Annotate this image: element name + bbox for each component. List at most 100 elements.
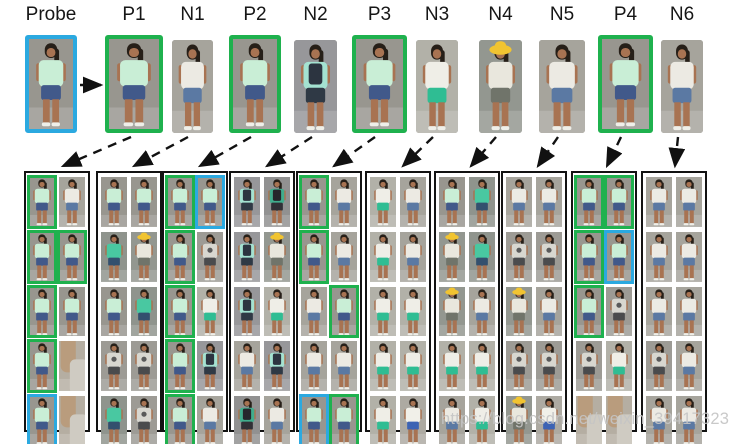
person-photo [400,177,426,227]
person-photo [506,286,532,337]
person-photo [234,396,260,444]
rank-cell [57,229,87,284]
person-photo [264,177,290,227]
person-photo [101,396,127,444]
gallery-label-p4: P4 [613,4,638,25]
person-photo [197,341,223,392]
person-photo [646,396,672,444]
person-photo [29,39,73,129]
ranked-list-p2 [162,171,228,444]
person-photo [469,286,495,337]
rank-cell [131,286,157,337]
person-photo [109,39,159,129]
person-photo [676,396,702,444]
person-photo [370,396,396,444]
person-photo [131,177,157,227]
rank-cell [131,231,157,282]
person-photo [234,231,260,282]
gallery-image-n5 [539,40,585,133]
gallery-image-p2 [229,35,281,133]
rank-cell [195,175,225,229]
rank-cell [101,177,127,227]
person-photo [416,40,458,133]
person-photo [646,177,672,227]
person-photo [370,286,396,337]
person-photo [197,231,223,282]
person-photo [197,286,223,337]
person-photo [676,177,702,227]
person-photo [59,177,85,227]
rank-cell [506,177,532,227]
person-photo [331,396,357,444]
person-photo [439,286,465,337]
person-photo [101,231,127,282]
person-photo [536,231,562,282]
gallery-image-n1 [172,40,213,133]
rank-cell [264,396,290,444]
rank-cell [370,231,396,282]
person-photo [469,341,495,392]
rank-cell [264,231,290,282]
rank-arrow-p1 [60,135,132,168]
rank-cell [101,231,127,282]
rank-cell [400,177,426,227]
rank-cell [301,341,327,392]
gallery-label-n6: N6 [669,4,695,25]
rank-cell [234,177,260,227]
person-photo [606,177,632,227]
person-photo [131,231,157,282]
person-photo [167,396,193,444]
person-photo [167,177,193,227]
rank-cell [264,286,290,337]
rank-cell [469,177,495,227]
rank-cell [400,341,426,392]
gallery-label-n2: N2 [303,4,328,25]
rank-cell [439,396,465,444]
rank-cell [606,396,632,444]
rank-cell [676,341,702,392]
rank-cell [234,396,260,444]
gallery-image-probe [25,35,77,133]
watermark-url: https://blog.csdn.net/weixin_39417323 [441,410,730,428]
rank-cell [506,341,532,392]
person-photo [400,286,426,337]
rank-cell [469,341,495,392]
rank-cell [646,341,672,392]
rank-cell [59,396,85,444]
person-photo [439,231,465,282]
rank-cell [131,177,157,227]
rank-cell [606,286,632,337]
gallery-image-p4 [598,35,653,133]
rank-cell [439,231,465,282]
rank-cell [469,396,495,444]
rank-cell [646,231,672,282]
rank-cell [536,341,562,392]
rank-cell [574,284,604,339]
ranked-list-n3 [365,171,431,444]
person-photo [676,341,702,392]
person-photo [661,40,703,133]
gallery-image-n4 [479,40,522,133]
person-photo [676,231,702,282]
rank-cell [197,286,223,337]
rank-cell [676,286,702,337]
person-photo [29,177,55,227]
person-photo [576,231,602,282]
person-photo [294,40,337,133]
person-photo [469,396,495,444]
person-photo [59,396,85,444]
person-photo [602,39,649,129]
person-photo [131,286,157,337]
person-photo [646,231,672,282]
rank-cell [606,341,632,392]
person-photo [101,341,127,392]
rank-cell [536,231,562,282]
person-photo [331,231,357,282]
rank-cell [370,341,396,392]
person-photo [59,341,85,392]
person-photo [101,177,127,227]
rank-cell [329,394,359,444]
person-photo [264,231,290,282]
person-photo [606,231,632,282]
rank-arrow-p4 [605,136,623,169]
